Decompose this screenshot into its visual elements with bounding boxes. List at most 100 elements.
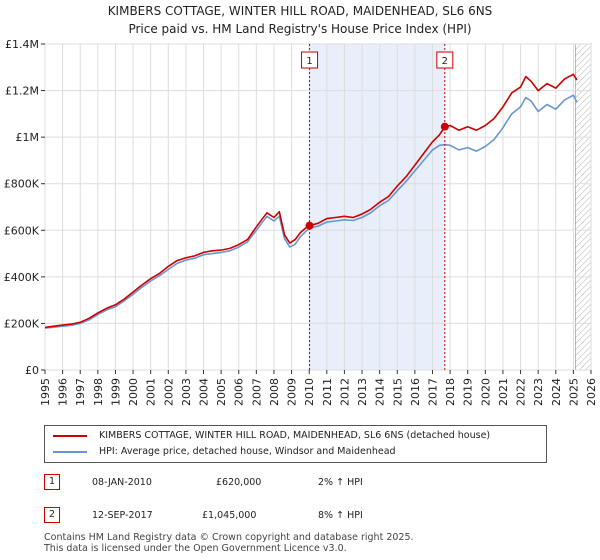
x-tick-label: 2011 xyxy=(321,378,334,406)
hatch-line xyxy=(575,255,591,273)
x-tick-label: 2016 xyxy=(409,378,422,406)
hatch-line xyxy=(575,44,588,57)
hatch-line xyxy=(578,357,591,370)
transaction-date: 12-SEP-2017 xyxy=(92,510,153,521)
x-tick-label: 2002 xyxy=(162,378,175,406)
y-tick-label: £1.4M xyxy=(5,38,39,51)
hatch-line xyxy=(575,129,591,147)
hatch-line xyxy=(575,135,591,153)
x-tick-label: 1999 xyxy=(109,378,122,406)
legend-item-property: KIMBERS COTTAGE, WINTER HILL ROAD, MAIDE… xyxy=(53,430,490,441)
x-tick-label: 2017 xyxy=(426,378,439,406)
x-tick-label: 1995 xyxy=(39,378,52,406)
x-tick-label: 2021 xyxy=(497,378,510,406)
x-tick-label: 2012 xyxy=(338,378,351,406)
x-tick-label: 2026 xyxy=(585,378,598,406)
sale-point xyxy=(440,122,449,131)
hatch-line xyxy=(575,243,591,261)
transaction-price: £620,000 xyxy=(216,477,262,488)
hatch-line xyxy=(575,339,591,357)
y-tick-label: £400K xyxy=(4,271,40,284)
marker-box xyxy=(436,51,454,69)
hatch-line xyxy=(575,219,591,237)
hatch-line xyxy=(575,63,591,81)
hatch-line xyxy=(575,237,591,255)
transaction-row: 2 12-SEP-2017 £1,045,000 8% ↑ HPI xyxy=(44,507,564,525)
x-tick-label: 2009 xyxy=(286,378,299,406)
x-tick-label: 2022 xyxy=(515,378,528,406)
x-tick-label: 1996 xyxy=(57,378,70,406)
hatch-line xyxy=(575,231,591,249)
hatch-line xyxy=(575,213,591,231)
hatch-line xyxy=(575,147,591,165)
x-tick-label: 2007 xyxy=(250,378,263,406)
x-tick-label: 2015 xyxy=(391,378,404,406)
hatch-line xyxy=(575,51,591,69)
hatch-line xyxy=(575,93,591,111)
hatch-line xyxy=(575,165,591,183)
x-tick-label: 2024 xyxy=(550,378,563,406)
hatch-line xyxy=(575,111,591,129)
marker-label: 2 xyxy=(442,56,448,67)
hatch-line xyxy=(575,225,591,243)
hatch-line xyxy=(575,333,591,351)
hatch-line xyxy=(575,75,591,93)
x-tick-label: 2020 xyxy=(479,378,492,406)
hatch-line xyxy=(575,117,591,135)
price-chart: 1 2 £0 £200K £400K £600K £800K £1M £1.2M £1.4M 19… xyxy=(4,38,598,406)
hatch-line xyxy=(575,99,591,117)
transaction-hpi-change: 8% ↑ HPI xyxy=(318,510,363,521)
footer-copyright: Contains HM Land Registry data © Crown c… xyxy=(44,532,414,543)
hatch-line xyxy=(575,267,591,285)
hatch-line xyxy=(575,207,591,225)
hatch-line xyxy=(575,105,591,123)
hatch-line xyxy=(584,363,591,370)
hatch-line xyxy=(575,153,591,171)
x-tick-label: 2010 xyxy=(303,378,316,406)
hatch-line xyxy=(575,171,591,189)
hatch-line xyxy=(575,321,591,339)
hatch-line xyxy=(575,159,591,177)
chart-subtitle: Price paid vs. HM Land Registry's House … xyxy=(128,22,472,36)
transaction-price: £1,045,000 xyxy=(202,510,257,521)
hatch-line xyxy=(575,44,582,51)
hatch-line xyxy=(575,249,591,267)
hatch-line xyxy=(575,189,591,207)
hatch-line xyxy=(575,183,591,201)
transaction-marker: 2 xyxy=(44,507,60,523)
y-tick-label: £800K xyxy=(4,178,40,191)
legend-swatch-property xyxy=(53,434,87,437)
hatch-line xyxy=(575,201,591,219)
marker-box xyxy=(301,51,319,69)
x-tick-label: 2000 xyxy=(127,378,140,406)
x-tick-label: 2018 xyxy=(444,378,457,406)
x-tick-label: 2003 xyxy=(180,378,193,406)
legend-swatch-hpi xyxy=(53,450,87,453)
transaction-marker: 1 xyxy=(44,474,60,490)
x-tick-label: 2004 xyxy=(198,378,211,406)
future-hatch xyxy=(575,44,591,370)
x-tick-label: 2005 xyxy=(215,378,228,406)
hatch-line xyxy=(575,285,591,303)
hatch-line xyxy=(575,141,591,159)
hatch-line xyxy=(575,327,591,345)
y-tick-label: £1.2M xyxy=(5,85,39,98)
x-tick-label: 2023 xyxy=(532,378,545,406)
hatch-line xyxy=(575,195,591,213)
sale-point xyxy=(305,221,314,230)
legend: KIMBERS COTTAGE, WINTER HILL ROAD, MAIDE… xyxy=(44,425,547,463)
hatch-line xyxy=(575,303,591,321)
legend-label-hpi: HPI: Average price, detached house, Wind… xyxy=(99,446,396,457)
x-tick-label: 1998 xyxy=(92,378,105,406)
hatch-line xyxy=(575,291,591,309)
y-tick-label: £200K xyxy=(4,317,40,330)
marker-label: 1 xyxy=(306,56,312,67)
hatch-line xyxy=(575,351,591,369)
hatch-line xyxy=(575,261,591,279)
legend-item-hpi: HPI: Average price, detached house, Wind… xyxy=(53,446,396,457)
footer-licence: This data is licensed under the Open Gov… xyxy=(44,543,347,554)
hatch-line xyxy=(575,297,591,315)
x-tick-label: 2019 xyxy=(462,378,475,406)
x-tick-label: 2001 xyxy=(145,378,158,406)
chart-title: KIMBERS COTTAGE, WINTER HILL ROAD, MAIDE… xyxy=(107,4,493,18)
